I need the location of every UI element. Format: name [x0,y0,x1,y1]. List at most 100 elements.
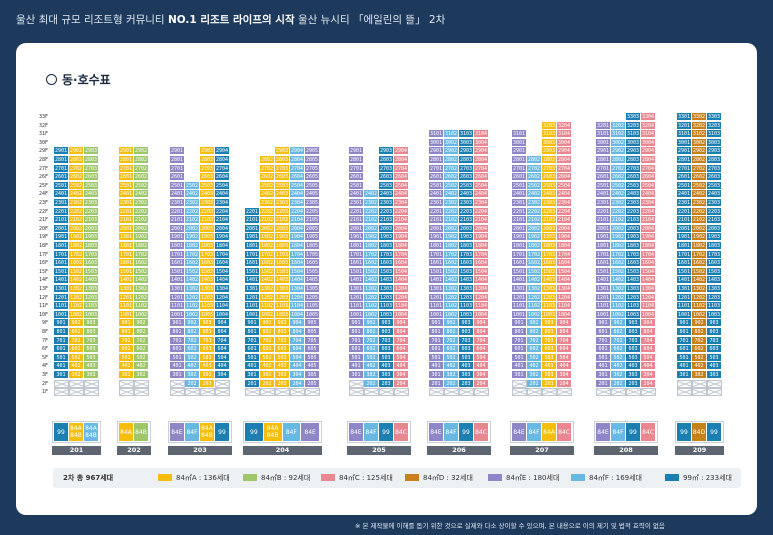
unit-cell: 1701 [349,250,364,259]
unit-cell: 2301 [512,199,527,207]
unit-cell: 801 [119,328,134,336]
header-banner: 울산 최대 규모 리조트형 커뮤니티 NO.1 리조트 라이프의 시작 울산 뉴… [16,11,445,29]
unit-cell: 2603 [275,173,290,182]
unit-cell: 203 [379,379,394,388]
unit-cell: 1001 [119,310,134,319]
unit-cell: 2003 [542,224,557,233]
unit-cell: 2202 [527,207,542,216]
unit-empty [677,388,692,397]
unit-cell: 1101 [429,302,444,311]
building-label: 207 [510,446,574,455]
unit-cell: 1701 [429,250,444,259]
unit-cell: 2002 [134,224,149,233]
legend-total: 2차 총 967세대 [63,474,114,482]
legend-item: 84㎡E : 180세대 [488,468,559,488]
unit-cell: 1903 [707,233,722,242]
unit-cell: 2401 [170,190,185,199]
unit-cell: 2103 [707,216,722,225]
unit-cell: 1103 [200,302,215,311]
unit-cell: 1002 [611,310,626,319]
unit-cell: 2702 [69,164,84,173]
unit-cell: 504 [641,353,656,362]
unit-cell: 303 [542,371,557,379]
unit-cell: 2504 [394,181,409,190]
unit-cell: 802 [611,328,626,336]
unit-cell: 1801 [245,242,260,250]
unit-cell: 601 [245,345,260,354]
unit-cell: 1501 [245,267,260,276]
unit-cell: 2305 [305,199,320,207]
floor-label: 2F [41,380,48,387]
unit-cell: 1501 [54,267,69,276]
floor-label: 3F [41,372,48,378]
unit-cell: 1802 [185,242,200,250]
unit-cell: 1503 [275,267,290,276]
unit-cell: 1101 [245,302,260,311]
unit-cell: 1202 [185,293,200,302]
unit-cell: 1803 [707,242,722,250]
unit-cell: 1003 [459,310,474,319]
unit-cell: 2601 [170,173,185,182]
unit-cell: 2501 [119,181,134,190]
floor-label: 23F [38,200,48,206]
unit-cell: 202 [364,379,379,388]
unit-cell: 1801 [429,242,444,250]
unit-cell: 1604 [557,259,572,268]
unit-cell: 1805 [305,242,320,250]
unit-cell: 402 [185,362,200,371]
building-label: 202 [117,446,151,455]
unit-cell: 402 [364,362,379,371]
legend: 2차 총 967세대 84㎡A : 136세대 84㎡B : 92세대 84㎡C :… [53,468,741,488]
unit-cell: 2703 [84,164,99,173]
type-cell: 99 [626,423,640,441]
unit-cell: 1001 [512,310,527,319]
unit-cell: 803 [542,328,557,336]
floor-label: 10F [38,311,48,318]
unit-cell: 2204 [215,207,230,216]
unit-cell: 2001 [596,224,611,233]
unit-cell: 2705 [305,164,320,173]
unit-cell: 1401 [119,276,134,285]
unit-cell: 2703 [542,164,557,173]
unit-cell: 3201 [677,121,692,130]
unit-cell: 2002 [444,224,459,233]
unit-cell: 1402 [527,276,542,285]
type-cell: 84F [282,423,301,441]
unit-cell: 2303 [379,199,394,207]
unit-empty [119,388,134,397]
type-frame [243,421,322,443]
unit-cell: 1301 [170,285,185,293]
unit-cell: 904 [557,319,572,328]
unit-cell: 2203 [200,207,215,216]
unit-cell: 2802 [260,156,275,164]
unit-cell: 703 [626,336,641,345]
unit-cell: 2201 [119,207,134,216]
unit-cell: 1204 [641,293,656,302]
unit-cell: 2103 [626,216,641,225]
unit-cell: 2604 [290,173,305,182]
unit-empty [84,379,99,388]
unit-cell: 1501 [170,267,185,276]
unit-cell: 703 [275,336,290,345]
type-cell: 84C [641,423,655,441]
legend-item: 84㎡B : 92세대 [243,468,310,488]
unit-cell: 2304 [474,199,489,207]
unit-cell: 502 [134,353,149,362]
unit-cell: 1504 [215,267,230,276]
unit-cell: 1202 [692,293,707,302]
type-frame [510,421,574,443]
unit-cell: 2903 [84,147,99,156]
unit-cell: 404 [474,362,489,371]
unit-cell: 805 [305,328,320,336]
unit-cell: 302 [611,371,626,379]
unit-cell: 502 [692,353,707,362]
unit-cell: 2204 [394,207,409,216]
unit-cell: 1503 [379,267,394,276]
unit-cell: 303 [84,371,99,379]
unit-cell: 2301 [596,199,611,207]
floor-label: 31F [38,131,48,138]
unit-cell: 1103 [84,302,99,311]
unit-cell: 1502 [611,267,626,276]
type-cell: 84E [596,423,610,441]
unit-cell: 801 [349,328,364,336]
